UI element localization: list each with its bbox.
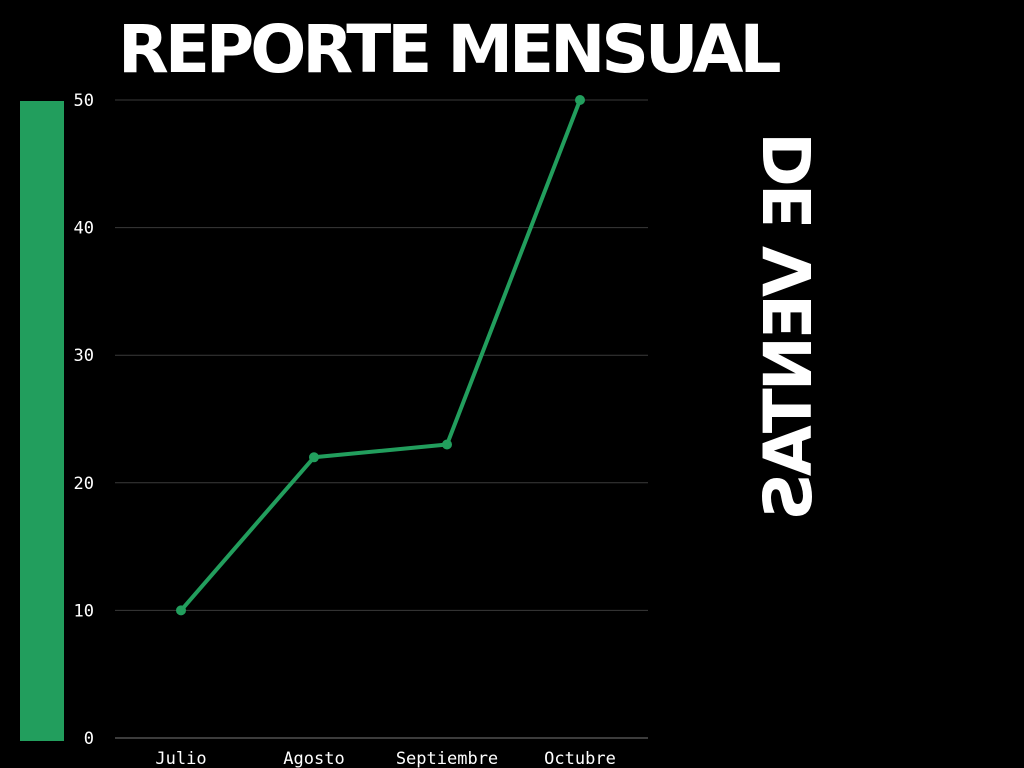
grid-lines xyxy=(115,99,648,739)
series-line xyxy=(179,98,582,613)
y-tick-label: 0 xyxy=(84,729,94,749)
y-tick-label: 30 xyxy=(74,346,94,366)
y-tick-label: 40 xyxy=(74,219,94,239)
data-point-octubre xyxy=(575,95,585,105)
y-tick-label: 10 xyxy=(74,601,94,621)
x-axis-tick-labels: Julio Agosto Septiembre Octubre xyxy=(155,749,615,768)
y-tick-label: 20 xyxy=(74,474,94,494)
x-tick-label: Julio xyxy=(155,749,206,768)
accent-bar xyxy=(20,101,64,741)
data-point-septiembre xyxy=(442,439,452,450)
data-point-agosto xyxy=(309,452,319,463)
x-tick-label: Agosto xyxy=(283,749,344,768)
x-tick-label: Septiembre xyxy=(396,749,498,768)
y-axis-tick-labels: 0 10 20 30 40 50 xyxy=(74,91,94,749)
series-sales xyxy=(176,95,585,616)
y-tick-label: 50 xyxy=(74,91,94,111)
chart-title: REPORTE MENSUAL xyxy=(118,11,782,88)
x-tick-label: Octubre xyxy=(544,749,616,768)
data-point-julio xyxy=(176,605,186,616)
